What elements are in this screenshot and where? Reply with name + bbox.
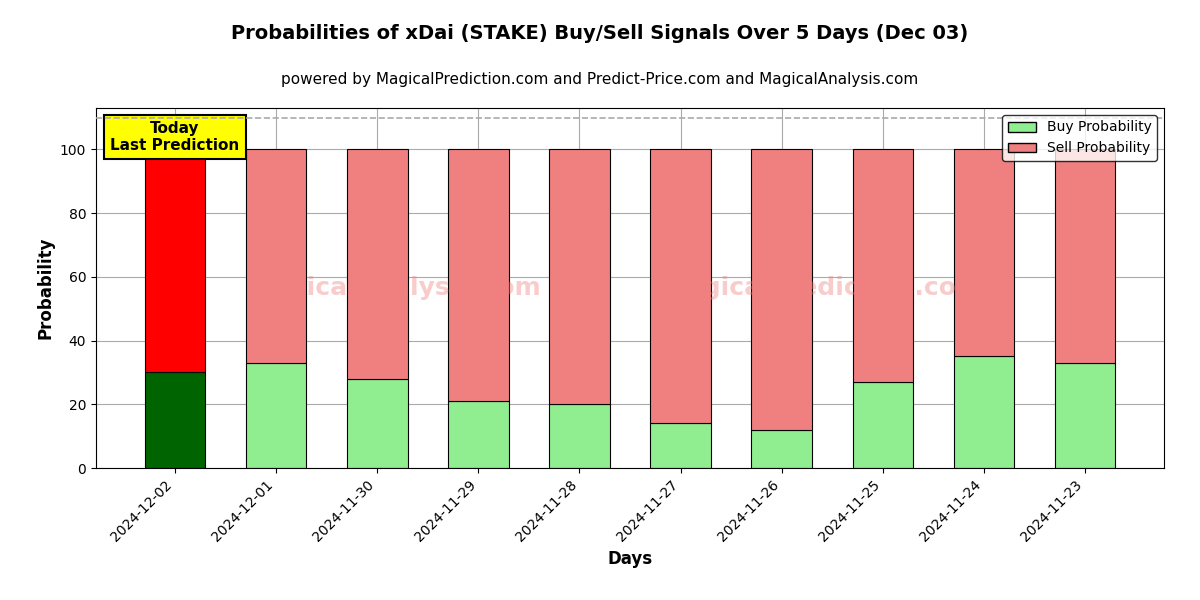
Text: Today
Last Prediction: Today Last Prediction	[110, 121, 240, 153]
Bar	[751, 149, 812, 430]
Bar	[347, 379, 408, 468]
Bar	[246, 149, 306, 363]
Text: MagicalAnalysis.com: MagicalAnalysis.com	[248, 276, 542, 300]
Y-axis label: Probability: Probability	[36, 237, 54, 339]
X-axis label: Days: Days	[607, 550, 653, 568]
Bar	[246, 363, 306, 468]
Bar	[347, 149, 408, 379]
Bar	[144, 149, 205, 373]
Bar	[852, 149, 913, 382]
Bar	[1055, 149, 1116, 363]
Bar	[954, 356, 1014, 468]
Bar	[550, 149, 610, 404]
Bar	[448, 149, 509, 401]
Legend: Buy Probability, Sell Probability: Buy Probability, Sell Probability	[1002, 115, 1157, 161]
Bar	[751, 430, 812, 468]
Text: MagicalPrediction.com: MagicalPrediction.com	[661, 276, 983, 300]
Bar	[650, 424, 710, 468]
Bar	[954, 149, 1014, 356]
Text: Probabilities of xDai (STAKE) Buy/Sell Signals Over 5 Days (Dec 03): Probabilities of xDai (STAKE) Buy/Sell S…	[232, 24, 968, 43]
Bar	[852, 382, 913, 468]
Bar	[448, 401, 509, 468]
Bar	[650, 149, 710, 424]
Text: powered by MagicalPrediction.com and Predict-Price.com and MagicalAnalysis.com: powered by MagicalPrediction.com and Pre…	[281, 72, 919, 87]
Bar	[550, 404, 610, 468]
Bar	[144, 373, 205, 468]
Bar	[1055, 363, 1116, 468]
